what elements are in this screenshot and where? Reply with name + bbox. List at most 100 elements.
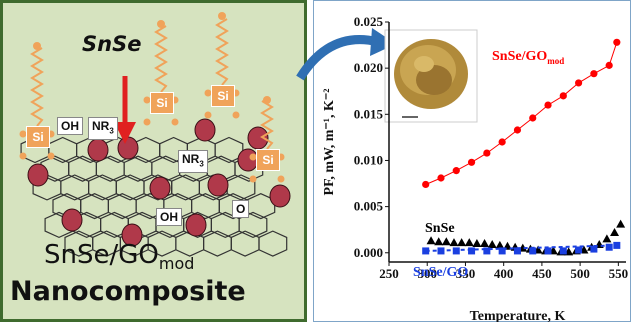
data-point	[529, 247, 537, 255]
x-tick-label: 350	[456, 266, 476, 281]
data-point	[468, 247, 476, 255]
data-point	[605, 243, 613, 251]
snse-particles	[27, 118, 291, 247]
data-point	[449, 238, 459, 247]
data-point	[544, 247, 552, 255]
si-label: Si	[211, 85, 235, 107]
data-point	[495, 240, 505, 249]
data-point	[464, 238, 474, 247]
data-point	[590, 70, 598, 78]
data-point	[457, 238, 467, 247]
data-point	[434, 237, 444, 246]
linker-node	[171, 118, 179, 126]
data-point	[513, 247, 521, 255]
data-point	[602, 234, 612, 243]
oh-group-label: OH	[57, 117, 83, 135]
linker-chain	[260, 100, 274, 150]
data-point	[590, 245, 598, 253]
linker-end	[263, 96, 271, 104]
linker-chain	[215, 18, 229, 86]
data-point	[422, 247, 430, 255]
linker-end	[157, 20, 165, 28]
linker-chain	[154, 25, 168, 93]
data-point	[544, 101, 552, 109]
data-point	[575, 246, 583, 254]
data-point	[437, 247, 445, 255]
nr3-group-label: NR3	[178, 150, 208, 174]
data-point	[613, 38, 621, 46]
data-point	[613, 241, 621, 249]
curved-arrow-icon	[296, 28, 396, 81]
y-tick-label: 0.005	[354, 199, 384, 214]
data-point	[610, 227, 620, 236]
snse-particle	[269, 184, 291, 208]
linker-node	[19, 152, 27, 160]
nanocomposite-illustration	[19, 12, 291, 257]
linker-node	[232, 111, 240, 119]
series-label: SnSe/GO	[413, 265, 468, 280]
y-tick-label: 0.000	[354, 245, 383, 260]
x-tick-label: 400	[494, 266, 514, 281]
linker-node	[47, 152, 55, 160]
data-point	[487, 239, 497, 248]
red-arrow-icon	[114, 76, 136, 144]
data-point	[452, 247, 460, 255]
data-point	[559, 92, 567, 100]
composite-type-label: Nanocomposite	[10, 276, 246, 307]
si-label: Si	[150, 92, 174, 114]
linker-node	[204, 89, 212, 97]
data-point	[616, 219, 626, 228]
snse-arrow-label: SnSe	[82, 32, 142, 56]
data-point	[559, 247, 567, 255]
oh-group-label: OH	[156, 208, 182, 226]
nr3-group-label: NR3	[88, 117, 118, 141]
data-point	[472, 239, 482, 248]
y-tick-label: 0.025	[354, 14, 384, 29]
composite-name: SnSe/GOmod	[44, 240, 195, 274]
linker-chain	[30, 47, 44, 127]
data-point	[452, 167, 460, 175]
data-point	[498, 138, 506, 146]
linker-node	[143, 96, 151, 104]
linker-node	[143, 118, 151, 126]
data-point	[480, 239, 490, 248]
data-point	[513, 126, 522, 134]
x-axis-label: Temperature, K	[470, 309, 566, 322]
series-label: SnSe	[425, 221, 455, 236]
x-tick-label: 500	[570, 266, 590, 281]
data-point	[529, 114, 537, 122]
lattice-hexagon	[238, 211, 268, 239]
y-tick-label: 0.020	[354, 60, 383, 75]
snse-particle	[207, 173, 229, 197]
linker-node	[204, 111, 212, 119]
linker-end	[33, 42, 41, 50]
x-tick-label: 550	[609, 266, 629, 281]
snse-particle	[194, 118, 216, 142]
x-tick-label: 250	[379, 266, 399, 281]
snse-particle	[149, 176, 171, 200]
data-point	[483, 149, 491, 157]
lattice-hexagon	[226, 174, 256, 201]
si-label: Si	[26, 126, 50, 148]
data-point	[441, 237, 451, 246]
data-point	[426, 236, 436, 245]
snse-particle	[121, 223, 143, 247]
data-point	[467, 158, 476, 166]
x-tick-label: 450	[532, 266, 552, 281]
y-tick-label: 0.015	[354, 106, 384, 121]
snse-particle	[27, 163, 49, 187]
linker-node	[277, 175, 285, 183]
linker-node	[249, 153, 257, 161]
oxygen-group-label: O	[232, 200, 250, 218]
series-label: SnSe/GOmod	[492, 49, 564, 66]
data-point	[498, 247, 506, 255]
data-point	[422, 180, 430, 189]
linker-node	[249, 175, 257, 183]
linker-end	[218, 12, 226, 20]
y-tick-label: 0.010	[354, 152, 383, 167]
si-label: Si	[256, 149, 280, 171]
linker-node	[19, 130, 27, 138]
data-point	[575, 79, 583, 87]
snse-particle	[61, 208, 83, 232]
